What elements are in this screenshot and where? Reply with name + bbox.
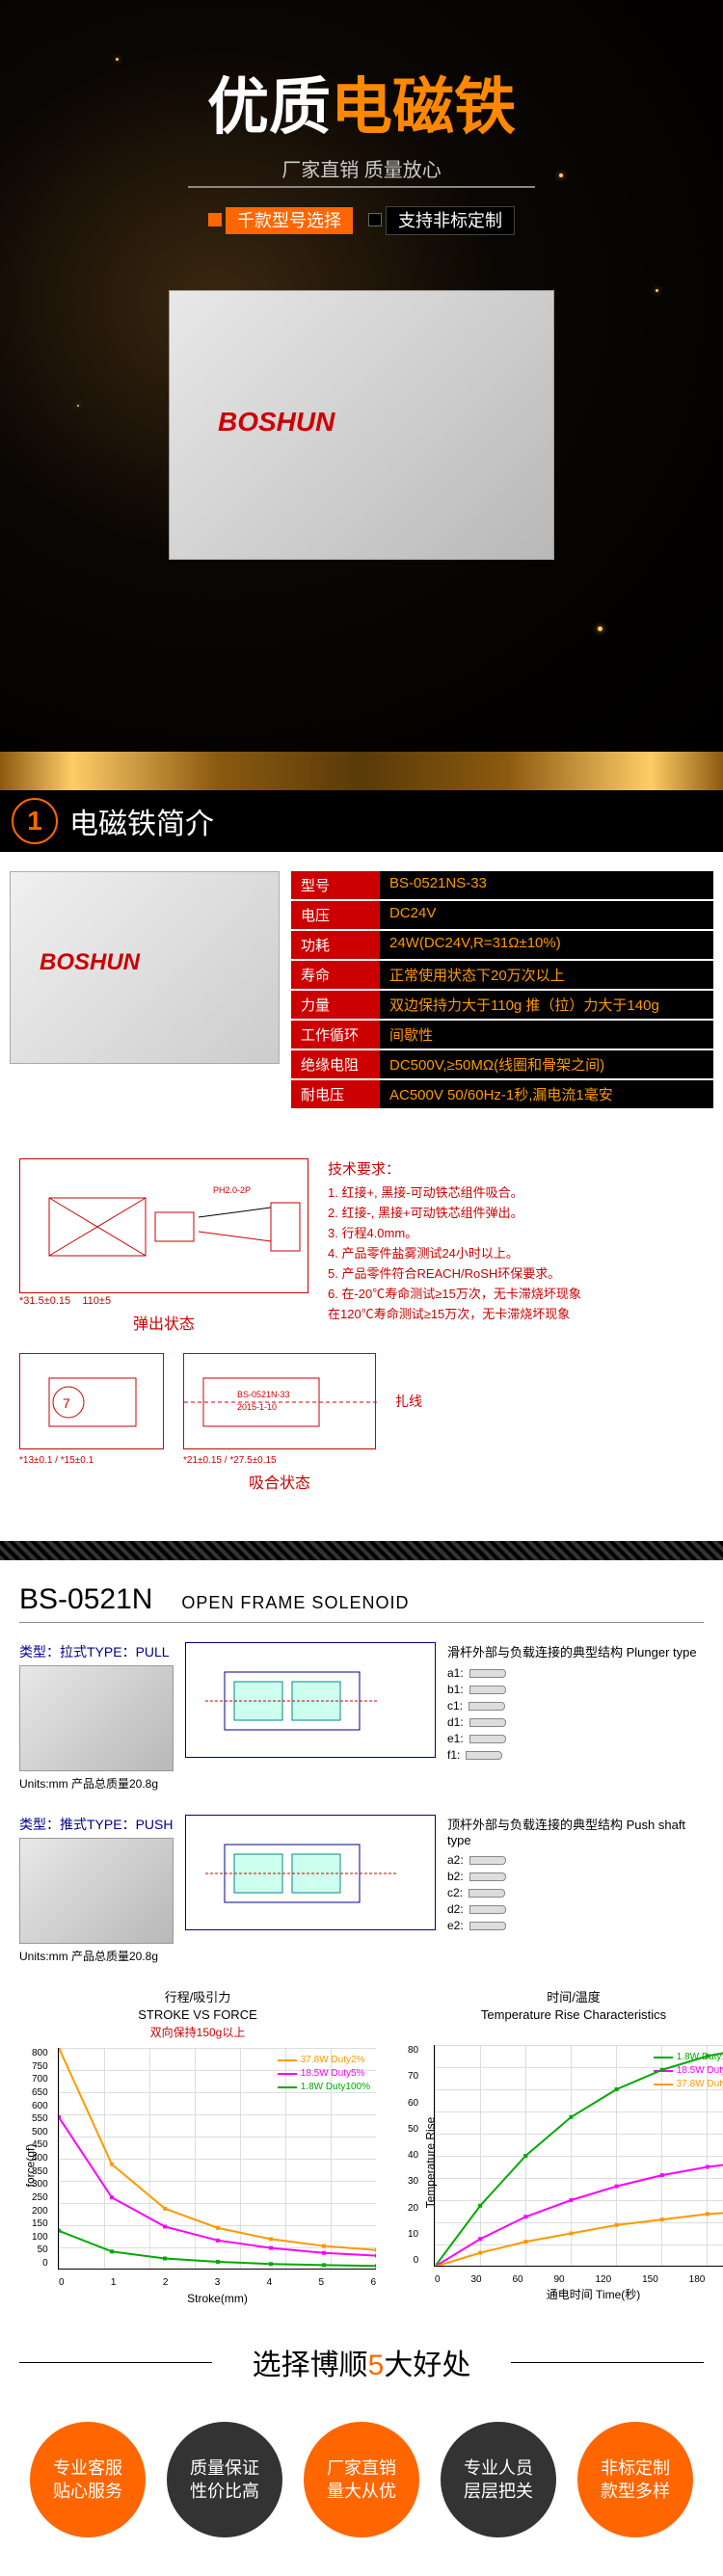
benefits-title: 选择博顺5大好处 bbox=[19, 2341, 704, 2383]
benefit-badge: 厂家直销量大从优 bbox=[304, 2422, 419, 2537]
open-frame-section: BS-0521N OPEN FRAME SOLENOID 类型：拉式TYPE：P… bbox=[0, 1560, 723, 2293]
svg-text:PH2.0-2P: PH2.0-2P bbox=[213, 1185, 251, 1195]
stroke-force-chart: 行程/吸引力 STROKE VS FORCE 双向保持150g以上 37.8W … bbox=[19, 1987, 376, 2270]
push-image bbox=[19, 1838, 174, 1944]
svg-text:7: 7 bbox=[63, 1395, 70, 1411]
diagram-side-1: 7 bbox=[19, 1353, 164, 1449]
model-number: BS-0521N bbox=[19, 1583, 152, 1616]
technical-notes: 技术要求： 1. 红接+, 黑接-可动铁芯组件吸合。2. 红接-, 黑接+可动铁… bbox=[328, 1158, 704, 1334]
spec-row: 功耗24W(DC24V,R=31Ω±10%) bbox=[291, 931, 713, 959]
plunger-item: d1: bbox=[447, 1715, 704, 1729]
label-suction: 吸合状态 bbox=[183, 1470, 376, 1493]
diagram-side-2: BS-0521N-33 2015-1-10 bbox=[183, 1353, 376, 1449]
svg-text:2015-1-10: 2015-1-10 bbox=[237, 1402, 277, 1412]
plunger-item: a2: bbox=[447, 1853, 704, 1867]
benefit-badge: 非标定制款型多样 bbox=[577, 2422, 693, 2537]
plunger-item: b1: bbox=[447, 1683, 704, 1696]
spec-product-image bbox=[10, 871, 280, 1064]
plunger-item: a1: bbox=[447, 1666, 704, 1680]
label-eject: 弹出状态 bbox=[19, 1311, 308, 1334]
hero-subtitle: 厂家直销 质量放心 bbox=[0, 154, 723, 182]
spec-row: 电压DC24V bbox=[291, 901, 713, 929]
plunger-push-title: 顶杆外部与负载连接的典型结构 Push shaft type bbox=[447, 1815, 704, 1847]
hero-title-b: 电磁铁 bbox=[331, 72, 516, 142]
section-1-header: 1 电磁铁简介 bbox=[0, 790, 723, 852]
section-1-title: 电磁铁简介 bbox=[69, 800, 214, 842]
benefit-badge: 质量保证性价比高 bbox=[167, 2422, 282, 2537]
frame-subtitle: OPEN FRAME SOLENOID bbox=[181, 1593, 409, 1613]
plunger-pull-title: 滑杆外部与负载连接的典型结构 Plunger type bbox=[447, 1642, 704, 1660]
gold-divider bbox=[0, 752, 723, 790]
benefits-section: 选择博顺5大好处 专业客服贴心服务质量保证性价比高厂家直销量大从优专业人员层层把… bbox=[0, 2293, 723, 2576]
svg-text:BS-0521N-33: BS-0521N-33 bbox=[237, 1390, 290, 1399]
dim-eject: *31.5±0.15 110±5 bbox=[19, 1295, 308, 1307]
plunger-item: c1: bbox=[447, 1699, 704, 1713]
spec-row: 寿命正常使用状态下20万次以上 bbox=[291, 961, 713, 989]
plunger-item: e1: bbox=[447, 1732, 704, 1745]
plunger-item: d2: bbox=[447, 1902, 704, 1916]
benefit-badge: 专业客服贴心服务 bbox=[30, 2422, 146, 2537]
push-diagram bbox=[185, 1815, 436, 1930]
benefit-badge: 专业人员层层把关 bbox=[441, 2422, 556, 2537]
spec-table: 型号BS-0521NS-33电压DC24V功耗24W(DC24V,R=31Ω±1… bbox=[291, 871, 713, 1110]
pull-diagram bbox=[185, 1642, 436, 1758]
type-push-row: 类型：推式TYPE：PUSH Units:mm 产品总质量20.8g 顶杆外部与… bbox=[19, 1815, 704, 1964]
zip-label: 扎线 bbox=[395, 1353, 704, 1493]
spec-row: 力量双边保持力大于110g 推（拉）力大于140g bbox=[291, 991, 713, 1019]
spec-section: 型号BS-0521NS-33电压DC24V功耗24W(DC24V,R=31Ω±1… bbox=[0, 852, 723, 1129]
diagram-eject: PH2.0-2P bbox=[19, 1158, 308, 1293]
spec-row: 绝缘电阻DC500V,≥50MΩ(线圈和骨架之间) bbox=[291, 1050, 713, 1078]
plunger-item: b2: bbox=[447, 1870, 704, 1883]
pull-image bbox=[19, 1665, 174, 1771]
type-pull-row: 类型：拉式TYPE：PULL Units:mm 产品总质量20.8g 滑杆外部与… bbox=[19, 1642, 704, 1792]
diagram-section: PH2.0-2P *31.5±0.15 110±5 弹出状态 技术要求： 1. … bbox=[0, 1129, 723, 1541]
spec-row: 耐电压AC500V 50/60Hz-1秒,漏电流1毫安 bbox=[291, 1080, 713, 1108]
plunger-item: e2: bbox=[447, 1919, 704, 1932]
tag-custom: 支持非标定制 bbox=[368, 207, 515, 232]
plunger-item: f1: bbox=[447, 1748, 704, 1762]
spec-row: 型号BS-0521NS-33 bbox=[291, 871, 713, 899]
hero-banner: 优质电磁铁 厂家直销 质量放心 千款型号选择 支持非标定制 bbox=[0, 0, 723, 752]
temp-rise-chart: 时间/温度 Temperature Rise Characteristics 1… bbox=[395, 1987, 723, 2270]
spec-row: 工作循环间歇性 bbox=[291, 1021, 713, 1049]
section-number-icon: 1 bbox=[12, 798, 58, 844]
plunger-item: c2: bbox=[447, 1886, 704, 1899]
hero-title-a: 优质 bbox=[207, 72, 331, 142]
hero-product-image bbox=[169, 290, 554, 560]
tag-models: 千款型号选择 bbox=[208, 207, 353, 232]
stripe-divider bbox=[0, 1541, 723, 1560]
